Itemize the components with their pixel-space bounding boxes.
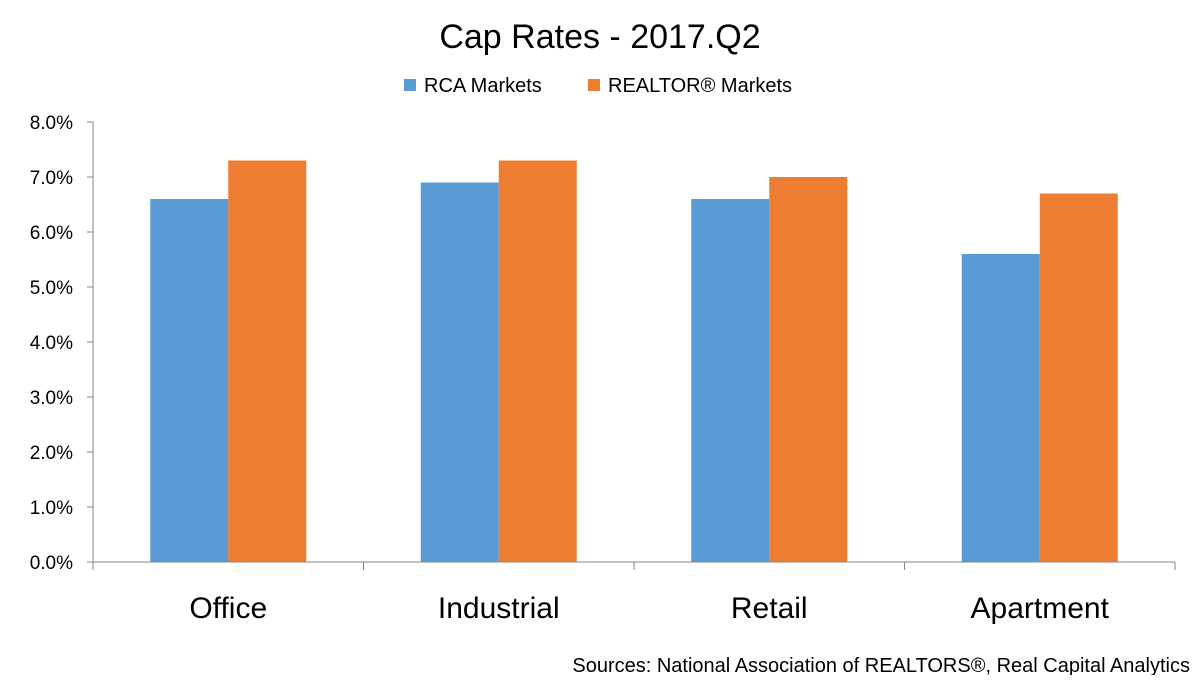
x-category-label: Industrial [438, 592, 560, 625]
chart-title: Cap Rates - 2017.Q2 [439, 18, 760, 56]
legend-swatch-rca [404, 79, 416, 91]
legend-label-realtor: REALTOR® Markets [608, 75, 792, 97]
x-category-label: Office [189, 592, 267, 625]
bar-realtor-office [228, 160, 307, 562]
y-tick-label: 8.0% [30, 113, 73, 134]
legend-swatch-realtor [588, 79, 600, 91]
y-tick-label: 5.0% [30, 278, 73, 299]
y-tick-label: 0.0% [30, 553, 73, 574]
x-axis: Office Industrial Retail Apartment [92, 561, 1176, 625]
x-category-label: Apartment [971, 592, 1110, 625]
bar-rca-apartment [961, 254, 1040, 562]
x-category-label: Retail [731, 592, 808, 625]
y-tick-label: 1.0% [30, 498, 73, 519]
bar-rca-office [150, 199, 229, 562]
bars-group [150, 160, 1118, 562]
legend: RCA Markets REALTOR® Markets [404, 75, 792, 97]
legend-item-rca: RCA Markets [404, 75, 542, 97]
y-tick-label: 4.0% [30, 333, 73, 354]
bar-rca-retail [691, 199, 770, 562]
y-tick-label: 7.0% [30, 168, 73, 189]
bar-realtor-industrial [498, 160, 577, 562]
bar-realtor-apartment [1039, 193, 1118, 562]
y-tick-label: 3.0% [30, 388, 73, 409]
bar-rca-industrial [420, 182, 499, 562]
y-axis: 0.0% 1.0% 2.0% 3.0% 4.0% 5.0% 6.0% 7.0% 8.0% [30, 113, 94, 574]
source-note: Sources: National Association of REALTOR… [572, 655, 1190, 675]
legend-label-rca: RCA Markets [424, 75, 542, 97]
y-tick-label: 6.0% [30, 223, 73, 244]
legend-item-realtor: REALTOR® Markets [588, 75, 792, 97]
bar-realtor-retail [769, 177, 848, 562]
y-tick-label: 2.0% [30, 443, 73, 464]
